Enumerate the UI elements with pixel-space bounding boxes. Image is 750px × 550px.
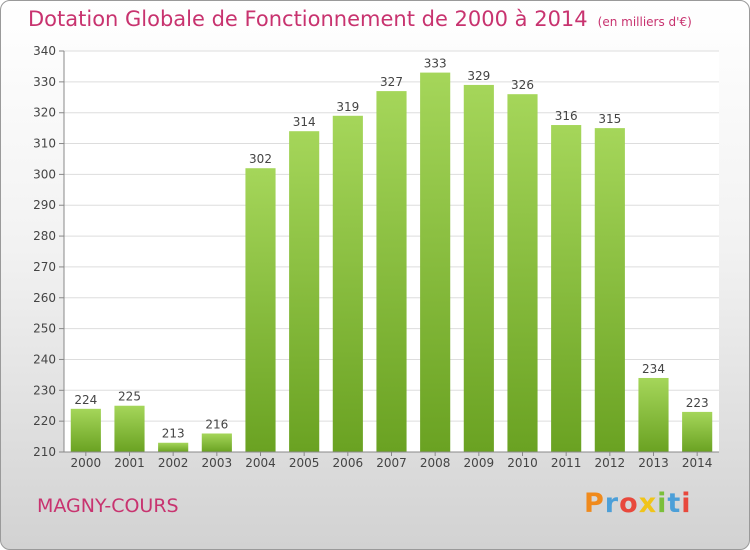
bar-2007 — [376, 91, 407, 452]
y-tick-label: 220 — [33, 414, 56, 428]
y-tick-label: 250 — [33, 322, 56, 336]
logo-letter: r — [604, 488, 620, 519]
x-tick-label: 2002 — [158, 456, 189, 470]
commune-name: MAGNY-COURS — [37, 495, 179, 517]
logo-letter: i — [681, 488, 692, 519]
logo-letter: t — [667, 488, 682, 519]
y-tick-label: 240 — [33, 352, 56, 366]
bar-2004 — [245, 168, 276, 452]
bar-2009 — [463, 84, 494, 452]
x-tick-label: 2004 — [245, 456, 276, 470]
x-tick-label: 2013 — [638, 456, 669, 470]
y-tick-label: 310 — [33, 137, 56, 151]
data-label-2004: 302 — [249, 152, 272, 166]
x-tick-label: 2008 — [420, 456, 451, 470]
y-tick-label: 300 — [33, 167, 56, 181]
bar-2013 — [638, 377, 669, 452]
data-label-2012: 315 — [598, 112, 621, 126]
title-unit: (en milliers d'€) — [597, 15, 692, 29]
chart-title: Dotation Globale de Fonctionnement de 20… — [28, 7, 692, 31]
bar-2000 — [70, 408, 101, 452]
bar-2010 — [507, 94, 538, 452]
data-label-2014: 223 — [686, 396, 709, 410]
data-label-2006: 319 — [336, 100, 359, 114]
bar-2011 — [551, 125, 582, 453]
logo-letter: P — [584, 488, 605, 519]
x-tick-label: 2000 — [71, 456, 102, 470]
data-label-2005: 314 — [293, 115, 316, 129]
x-tick-label: 2009 — [464, 456, 495, 470]
x-tick-label: 2014 — [682, 456, 713, 470]
bars — [70, 72, 713, 453]
x-tick-label: 2010 — [507, 456, 538, 470]
y-axis: 210 220 230 240 250 260 270 280 290 300 310 320 330 3… — [33, 44, 65, 459]
y-tick-label: 230 — [33, 383, 56, 397]
bar-2002 — [158, 442, 189, 452]
x-tick-label: 2011 — [551, 456, 582, 470]
x-tick-label: 2005 — [289, 456, 320, 470]
logo-letter: i — [657, 488, 668, 519]
y-tick-label: 270 — [33, 260, 56, 274]
y-tick-label: 290 — [33, 198, 56, 212]
y-tick-label: 340 — [33, 44, 56, 58]
bar-2008 — [420, 72, 451, 452]
data-label-2008: 333 — [424, 57, 447, 71]
data-label-2002: 213 — [162, 427, 185, 441]
data-label-2007: 327 — [380, 75, 403, 89]
y-tick-label: 320 — [33, 106, 56, 120]
y-tick-label: 260 — [33, 291, 56, 305]
x-tick-label: 2003 — [202, 456, 233, 470]
bar-2014 — [682, 411, 713, 452]
proxiti-logo: Proxiti — [584, 488, 692, 519]
logo-letter: x — [638, 488, 658, 519]
x-tick-label: 2012 — [595, 456, 626, 470]
bar-2001 — [114, 405, 145, 452]
data-label-2010: 326 — [511, 78, 534, 92]
y-tick-label: 210 — [33, 445, 56, 459]
data-label-2003: 216 — [205, 417, 228, 431]
logo-letter: o — [619, 488, 639, 519]
title-text: Dotation Globale de Fonctionnement de 20… — [28, 7, 588, 31]
y-tick-label: 330 — [33, 75, 56, 89]
data-label-2011: 316 — [555, 109, 578, 123]
x-axis: 2000 2001 2002 2003 2004 2005 2006 2007 2008 2009… — [64, 451, 719, 470]
data-label-2000: 224 — [74, 393, 97, 407]
y-tick-label: 280 — [33, 229, 56, 243]
x-tick-label: 2007 — [376, 456, 407, 470]
data-label-2009: 329 — [467, 69, 490, 83]
data-labels: 224 225 213 216 302 314 319 327 333 329 326 316 315 2… — [74, 57, 708, 441]
bar-2003 — [201, 433, 232, 452]
bar-2006 — [332, 115, 363, 453]
bar-2012 — [594, 128, 625, 452]
data-label-2001: 225 — [118, 390, 141, 404]
x-tick-label: 2001 — [114, 456, 145, 470]
data-label-2013: 234 — [642, 362, 665, 376]
x-tick-label: 2006 — [333, 456, 364, 470]
bar-2005 — [289, 131, 320, 452]
